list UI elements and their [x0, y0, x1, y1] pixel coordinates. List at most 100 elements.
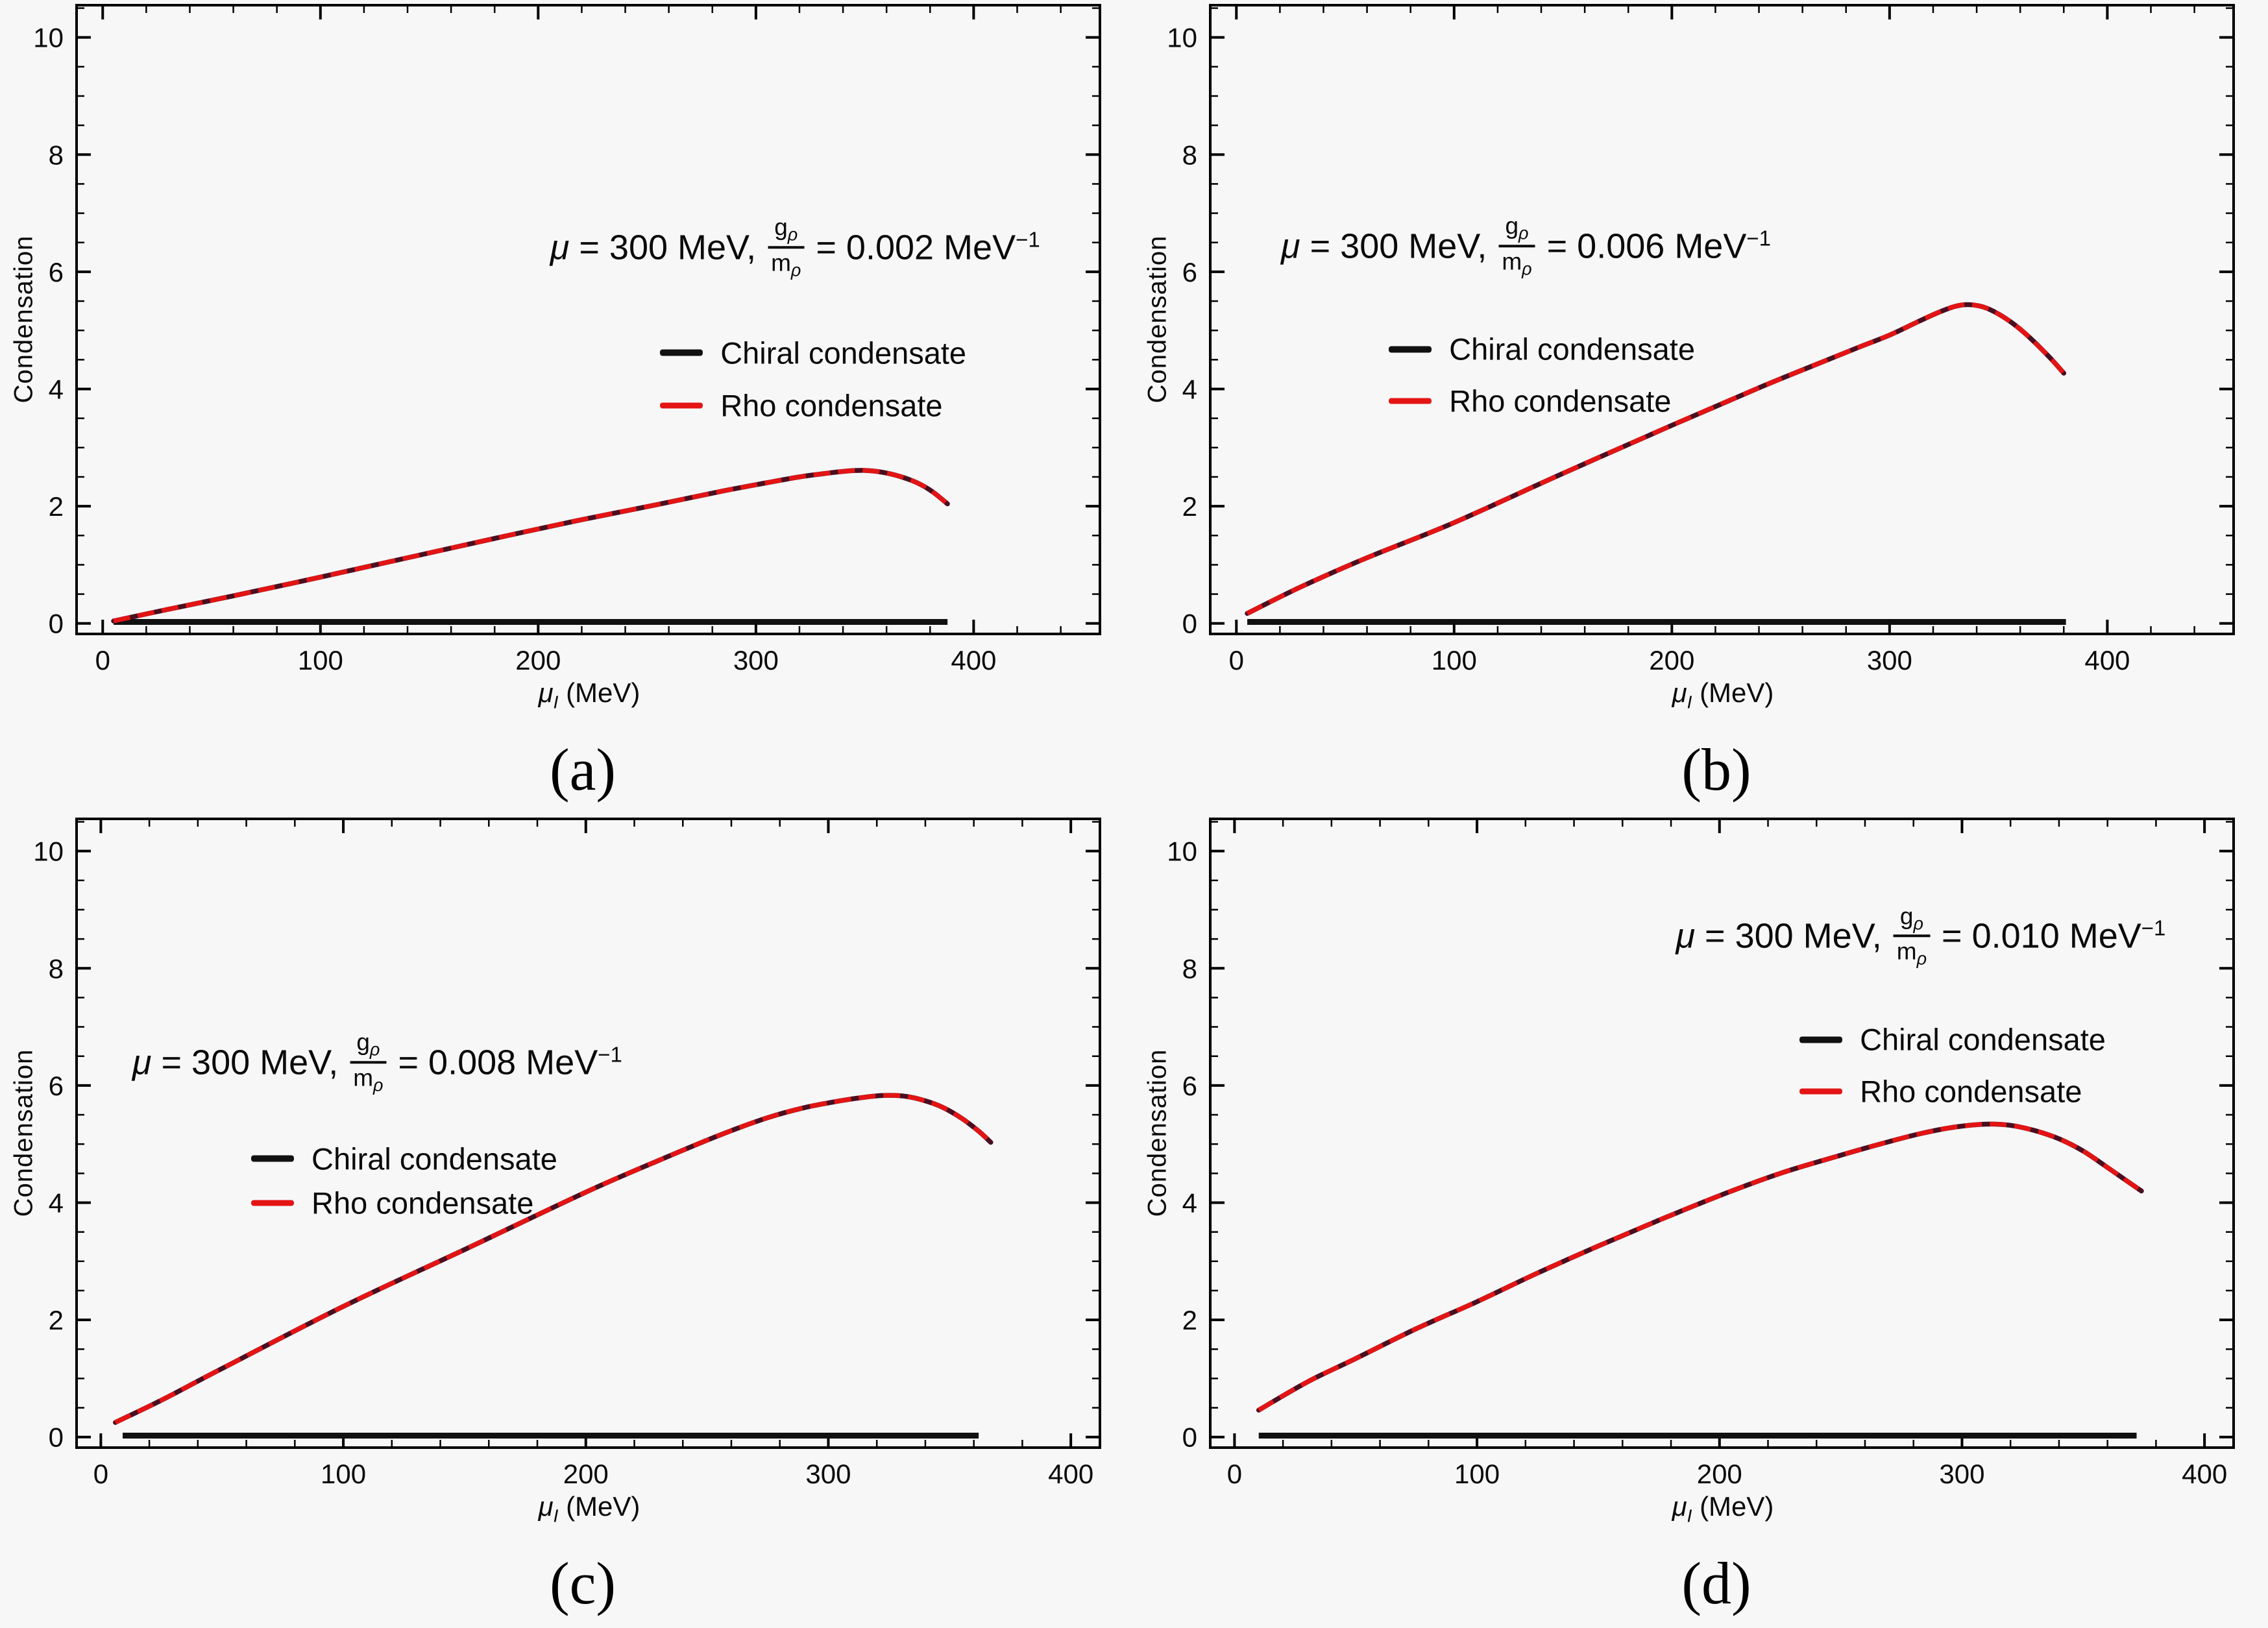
- curves: [1256, 1121, 2144, 1439]
- legend-item-rho-a: Rho condensate: [660, 387, 943, 423]
- y-tick-label: 8: [49, 140, 64, 170]
- chiral-swatch-icon: [251, 1155, 295, 1162]
- y-axis-label-c: Condensation: [9, 1049, 38, 1217]
- annotation-value-c: = 0.008 MeV−1: [398, 1041, 622, 1082]
- x-tick-label: 300: [805, 1459, 851, 1489]
- rho-condensate-curve: [1246, 302, 2066, 616]
- x-tick-label: 400: [1048, 1459, 1093, 1489]
- y-tick-label: 4: [49, 1188, 64, 1219]
- legend-item-rho-c: Rho condensate: [251, 1185, 533, 1221]
- x-axis-label-c: μI (MeV): [538, 1491, 640, 1526]
- rho-swatch-icon: [251, 1200, 295, 1206]
- plot-area-a: 0 100 200 300 400 0 2 4 6 8 10: [33, 4, 1101, 675]
- panel-label-d: (d): [1681, 1550, 1751, 1616]
- y-tick-label: 6: [49, 1071, 64, 1101]
- annotation-mu-text-d: μ = 300 MeV,: [1676, 916, 1882, 956]
- plot-frame: [1209, 818, 2235, 1449]
- annotation-b: μ = 300 MeV, gρ mρ = 0.006 MeV−1: [1281, 213, 1771, 278]
- x-axis-label-d: μI (MeV): [1672, 1491, 1774, 1526]
- y-tick-label: 2: [1182, 1305, 1197, 1335]
- legend-item-rho-b: Rho condensate: [1389, 383, 1671, 419]
- plot-frame: [75, 4, 1101, 635]
- annotation-c: μ = 300 MeV, gρ mρ = 0.008 MeV−1: [132, 1029, 622, 1094]
- plot-frame: [1209, 4, 2235, 635]
- panel-label-c: (c): [549, 1550, 616, 1616]
- legend-item-chiral-c: Chiral condensate: [251, 1141, 557, 1176]
- x-tick-label: 100: [298, 645, 343, 675]
- chiral-swatch-icon: [1799, 1036, 1843, 1043]
- tick-labels: 0 100 200 300 400 0 2 4 6 8 10: [1167, 836, 2227, 1489]
- legend-label-chiral: Chiral condensate: [1449, 332, 1695, 367]
- y-tick-label: 6: [49, 257, 64, 287]
- legend-item-chiral-a: Chiral condensate: [660, 335, 966, 371]
- fraction-bar: [768, 245, 805, 249]
- annotation-mu-text-b: μ = 300 MeV,: [1281, 226, 1487, 266]
- legend-label-rho: Rho condensate: [720, 388, 943, 423]
- fraction-bar: [1893, 934, 1931, 938]
- plot-area-c: 0 100 200 300 400 0 2 4 6 8 10: [33, 818, 1101, 1489]
- plot-area-b: 0 100 200 300 400 0 2 4 6 8 10: [1167, 4, 2235, 675]
- x-tick-label: 0: [93, 1459, 108, 1489]
- chiral-swatch-icon: [1389, 346, 1432, 353]
- curves: [111, 468, 950, 625]
- y-tick-label: 8: [1182, 140, 1197, 170]
- x-tick-label: 200: [563, 1459, 609, 1489]
- y-tick-label: 0: [49, 1422, 64, 1453]
- y-tick-label: 2: [1182, 491, 1197, 522]
- rho-condensate-curve: [114, 1093, 993, 1425]
- fraction-grho-over-mrho-b: gρ mρ: [1498, 213, 1535, 278]
- y-tick-label: 8: [1182, 953, 1197, 984]
- x-tick-label: 100: [1432, 645, 1477, 675]
- ticks: [77, 819, 1100, 1448]
- ticks: [77, 5, 1100, 634]
- legend-item-rho-d: Rho condensate: [1799, 1073, 2082, 1109]
- annotation-mu-text-c: μ = 300 MeV,: [132, 1042, 339, 1082]
- rho-swatch-icon: [660, 402, 703, 409]
- y-tick-label: 10: [33, 836, 64, 867]
- curves: [113, 1093, 994, 1439]
- fraction-grho-over-mrho-d: gρ mρ: [1893, 903, 1931, 968]
- rho-condensate-under-curve: [1256, 1121, 2144, 1413]
- legend-label-rho: Rho condensate: [1449, 383, 1672, 419]
- y-axis-label-d: Condensation: [1143, 1049, 1172, 1217]
- y-tick-label: 2: [49, 491, 64, 522]
- fraction-bar: [350, 1060, 387, 1063]
- legend-label-chiral: Chiral condensate: [720, 335, 967, 371]
- fraction-bar: [1498, 245, 1535, 248]
- x-tick-label: 300: [1939, 1459, 1984, 1489]
- fraction-grho-over-mrho-a: gρ mρ: [768, 214, 805, 280]
- annotation-value-d: = 0.010 MeV−1: [1942, 916, 2166, 956]
- panel-b: 0 100 200 300 400 0 2 4 6 8 10 μ = 300 MeV, gρ mρ …: [1134, 0, 2268, 814]
- legend-item-chiral-d: Chiral condensate: [1799, 1022, 2106, 1058]
- x-tick-label: 200: [515, 645, 561, 675]
- tick-labels: 0 100 200 300 400 0 2 4 6 8 10: [1167, 23, 2130, 675]
- x-tick-label: 200: [1697, 1459, 1742, 1489]
- annotation-value-b: = 0.006 MeV−1: [1546, 226, 1771, 266]
- x-tick-label: 300: [733, 645, 779, 675]
- y-tick-label: 6: [1182, 1071, 1197, 1101]
- y-tick-label: 4: [49, 374, 64, 405]
- plot-frame: [75, 818, 1101, 1449]
- legend-label-chiral: Chiral condensate: [311, 1141, 557, 1176]
- legend-label-chiral: Chiral condensate: [1860, 1022, 2106, 1057]
- annotation-a: μ = 300 MeV, gρ mρ = 0.002 MeV−1: [550, 214, 1040, 280]
- y-tick-label: 6: [1182, 257, 1197, 287]
- x-tick-label: 400: [2182, 1459, 2227, 1489]
- curves: [1245, 302, 2067, 625]
- legend-label-rho: Rho condensate: [1860, 1074, 2082, 1109]
- y-tick-label: 10: [33, 23, 64, 53]
- panel-label-a: (a): [549, 736, 616, 803]
- ticks: [1210, 5, 2234, 634]
- y-axis-label-b: Condensation: [1143, 235, 1172, 404]
- x-tick-label: 0: [95, 645, 110, 675]
- tick-labels: 0 100 200 300 400 0 2 4 6 8 10: [33, 836, 1093, 1489]
- y-tick-label: 8: [49, 953, 64, 984]
- ticks: [1210, 819, 2234, 1448]
- tick-labels: 0 100 200 300 400 0 2 4 6 8 10: [33, 23, 996, 675]
- rho-condensate-curve: [113, 468, 949, 624]
- panel-label-b: (b): [1681, 736, 1751, 803]
- x-tick-label: 100: [1454, 1459, 1500, 1489]
- y-tick-label: 2: [49, 1305, 64, 1335]
- y-tick-label: 0: [49, 609, 64, 639]
